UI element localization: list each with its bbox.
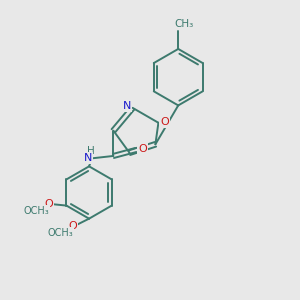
Text: OCH₃: OCH₃ [48,228,74,238]
Text: CH₃: CH₃ [174,19,193,29]
Text: N: N [123,101,131,111]
Text: H: H [87,146,94,156]
Text: O: O [160,117,169,127]
Text: O: O [44,199,53,209]
Text: O: O [138,143,147,154]
Text: O: O [68,221,77,231]
Text: OCH₃: OCH₃ [24,206,50,216]
Text: N: N [83,153,92,163]
